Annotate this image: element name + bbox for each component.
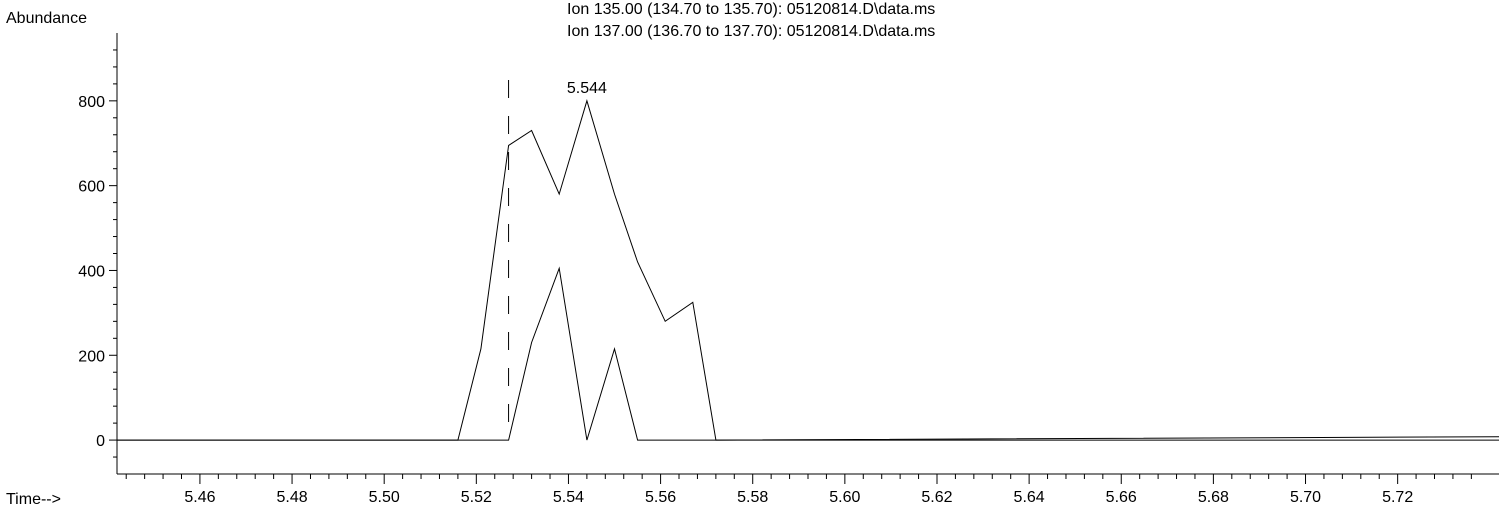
x-tick-label: 5.56 [645, 489, 676, 506]
x-tick-label: 5.48 [276, 489, 307, 506]
y-tick-label: 200 [78, 348, 105, 365]
series-layer [117, 99, 1500, 441]
title-line-2: Ion 137.00 (136.70 to 137.70): 05120814.… [567, 23, 936, 40]
title-line-1: Ion 135.00 (134.70 to 135.70): 05120814.… [567, 1, 936, 18]
x-tick-label: 5.68 [1198, 489, 1229, 506]
x-tick-label: 5.66 [1106, 489, 1137, 506]
x-tick-label: 5.46 [184, 489, 215, 506]
y-tick-label: 600 [78, 179, 105, 196]
x-tick-label: 5.54 [553, 489, 584, 506]
x-tick-label: 5.62 [921, 489, 952, 506]
x-tick-label: 5.72 [1382, 489, 1413, 506]
peak-label: 5.544 [567, 80, 607, 97]
x-axis-label: Time--> [6, 491, 61, 506]
x-tick-label: 5.50 [369, 489, 400, 506]
x-tick-label: 5.52 [461, 489, 492, 506]
y-tick-label: 400 [78, 263, 105, 280]
x-tick-label: 5.70 [1290, 489, 1321, 506]
x-tick-label: 5.58 [737, 489, 768, 506]
annotation-layer: 5.544 [508, 80, 607, 440]
series-line-2 [117, 266, 1499, 441]
x-tick-label: 5.64 [1014, 489, 1045, 506]
y-tick-label: 800 [78, 94, 105, 111]
y-axis-label: Abundance [6, 10, 87, 27]
y-tick-label: 0 [96, 433, 105, 450]
x-tick-label: 5.60 [829, 489, 860, 506]
series-line-1 [117, 99, 1500, 441]
axes: 5.46 5.48 5.50 5.52 5.54 5.56 5.58 5.60 5.62 5.64… [78, 33, 1499, 506]
